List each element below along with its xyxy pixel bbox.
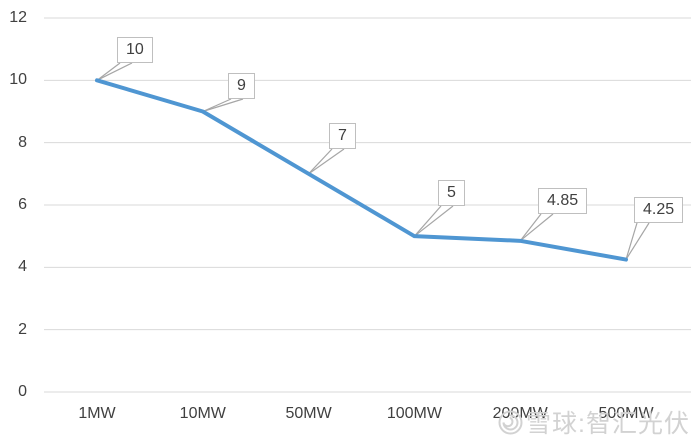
data-label-leader-line (96, 62, 133, 81)
data-label-leader-line (519, 213, 542, 242)
y-axis-tick-label: 2 (18, 320, 27, 338)
x-axis-tick-label: 1MW (78, 405, 116, 422)
data-label-callout: 10 (117, 37, 153, 63)
data-label-leader-line (414, 205, 454, 237)
x-axis-tick-label: 500MW (598, 405, 654, 422)
data-label-leader-line (96, 62, 121, 81)
data-label-leader-line (308, 148, 333, 175)
data-series-line (95, 78, 628, 262)
x-axis-tick-label: 200MW (492, 405, 548, 422)
data-label-leader-line (413, 205, 442, 237)
data-label-callout: 5 (438, 180, 465, 206)
y-axis-tick-label: 10 (9, 71, 27, 89)
data-label-callout: 7 (329, 123, 356, 149)
data-label-callout: 9 (228, 73, 255, 99)
y-axis-tick-label: 4 (18, 258, 27, 276)
data-label-leader-line (519, 213, 554, 242)
data-label-callout: 4.85 (538, 188, 588, 214)
data-label-leader-line (202, 98, 244, 113)
x-axis-tick-label: 10MW (179, 405, 226, 422)
y-axis-tick-label: 0 (18, 383, 27, 400)
y-axis-tick-label: 8 (18, 133, 27, 151)
y-axis-tick-label: 6 (18, 196, 27, 213)
data-label-leader-line (308, 148, 345, 175)
data-label-callout: 4.25 (634, 197, 684, 223)
x-axis-tick-label: 50MW (285, 405, 332, 422)
data-label-leader-line (625, 222, 638, 260)
y-axis-tick-label: 12 (9, 9, 27, 26)
data-label-leader-line (625, 222, 650, 260)
x-axis-tick-label: 100MW (386, 405, 442, 422)
